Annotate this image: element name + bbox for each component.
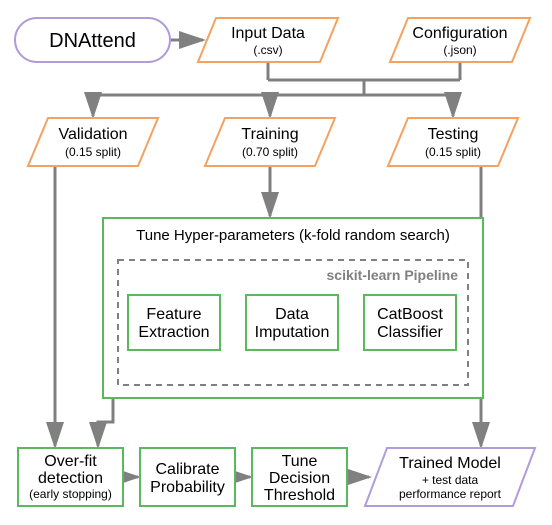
svg-text:Trained Model: Trained Model: [399, 455, 501, 472]
svg-text:detection: detection: [38, 470, 103, 487]
svg-text:Training: Training: [241, 126, 298, 143]
svg-text:Extraction: Extraction: [138, 324, 209, 341]
svg-text:Classifier: Classifier: [377, 324, 443, 341]
svg-text:Tune: Tune: [282, 453, 318, 470]
svg-text:Imputation: Imputation: [255, 324, 330, 341]
svg-text:DNAttend: DNAttend: [49, 30, 136, 52]
svg-text:(0.70 split): (0.70 split): [242, 145, 298, 159]
svg-text:Input Data: Input Data: [231, 25, 305, 42]
svg-text:Validation: Validation: [58, 126, 127, 143]
svg-text:Testing: Testing: [428, 126, 479, 143]
svg-text:(.csv): (.csv): [253, 43, 282, 57]
svg-text:(0.15 split): (0.15 split): [425, 145, 481, 159]
svg-text:Decision: Decision: [269, 470, 330, 487]
svg-text:scikit-learn Pipeline: scikit-learn Pipeline: [327, 267, 459, 283]
svg-text:(.json): (.json): [443, 43, 476, 57]
svg-text:Calibrate: Calibrate: [155, 461, 219, 478]
svg-text:+ test data: + test data: [422, 473, 479, 487]
arrow-tune-overfit: [98, 398, 113, 446]
svg-text:Threshold: Threshold: [264, 487, 335, 504]
svg-text:CatBoost: CatBoost: [377, 306, 443, 323]
svg-text:Over-fit: Over-fit: [44, 453, 97, 470]
svg-text:performance report: performance report: [399, 487, 502, 501]
svg-text:Data: Data: [275, 306, 309, 323]
svg-text:Tune Hyper-parameters (k-fold: Tune Hyper-parameters (k-fold random sea…: [136, 227, 450, 244]
svg-text:Probability: Probability: [150, 479, 225, 496]
svg-text:(0.15 split): (0.15 split): [65, 145, 121, 159]
svg-text:(early stopping): (early stopping): [29, 487, 112, 501]
svg-text:Configuration: Configuration: [412, 25, 507, 42]
svg-text:Feature: Feature: [146, 306, 201, 323]
